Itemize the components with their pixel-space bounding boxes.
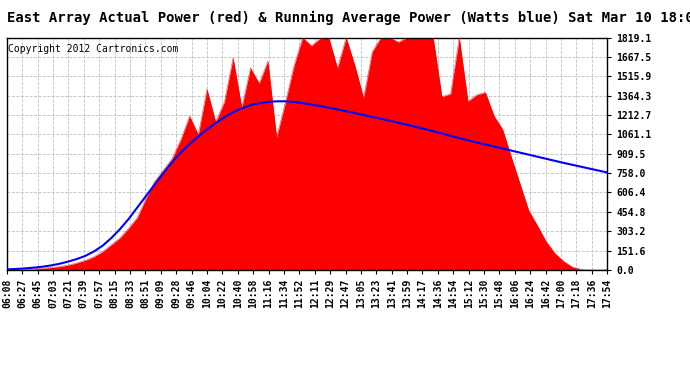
Text: East Array Actual Power (red) & Running Average Power (Watts blue) Sat Mar 10 18: East Array Actual Power (red) & Running …	[7, 11, 690, 26]
Text: Copyright 2012 Cartronics.com: Copyright 2012 Cartronics.com	[8, 45, 179, 54]
